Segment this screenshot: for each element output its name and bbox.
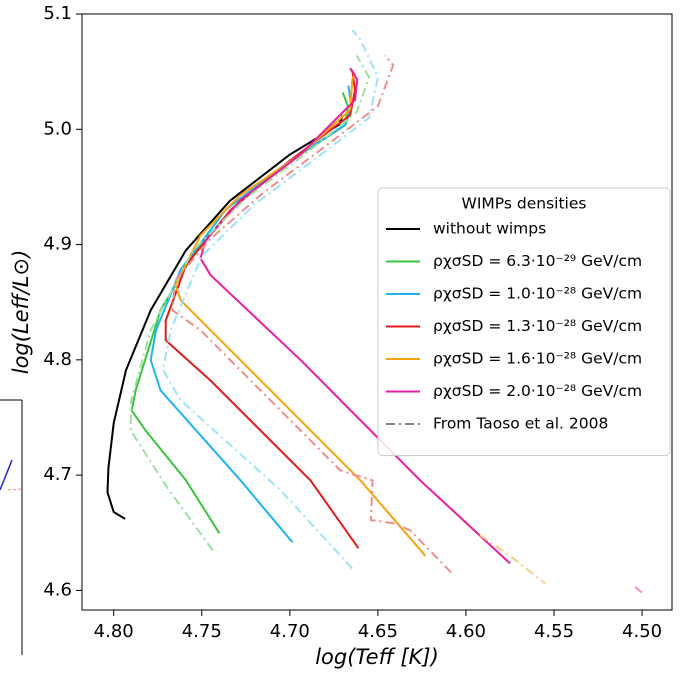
x-axis-label: log(Teff [K]) bbox=[315, 645, 439, 669]
series-line bbox=[162, 29, 379, 570]
y-tick-label: 4.6 bbox=[43, 579, 72, 600]
x-tick-label: 4.70 bbox=[270, 621, 310, 642]
legend-title: WIMPs densities bbox=[462, 195, 587, 213]
panel-line bbox=[7, 488, 23, 491]
x-tick-label: 4.75 bbox=[182, 621, 222, 642]
legend: WIMPs densities without wimps ρχσSD = 6.3·… bbox=[377, 187, 671, 456]
legend-box bbox=[377, 187, 671, 456]
x-tick-label: 4.60 bbox=[446, 621, 486, 642]
y-tick-label: 4.7 bbox=[43, 464, 72, 485]
x-tick-label: 4.80 bbox=[94, 621, 134, 642]
y-tick-label: 5.1 bbox=[43, 3, 72, 24]
panel-line bbox=[0, 459, 13, 491]
legend-label: ρχσSD = 1.6·10⁻²⁸ GeV/cm bbox=[433, 350, 642, 368]
legend-label: ρχσSD = 2.0·10⁻²⁸ GeV/cm bbox=[433, 382, 642, 400]
plot-frame bbox=[81, 13, 673, 611]
x-tick-label: 4.50 bbox=[622, 621, 662, 642]
legend-label: ρχσSD = 1.3·10⁻²⁸ GeV/cm bbox=[433, 317, 642, 335]
x-tick-label: 4.65 bbox=[358, 621, 398, 642]
series-line bbox=[174, 72, 427, 557]
series-line bbox=[149, 85, 353, 543]
y-tick-label: 5.0 bbox=[43, 118, 72, 139]
legend-label: ρχσSD = 1.0·10⁻²⁸ GeV/cm bbox=[433, 285, 642, 303]
partial-left-panel bbox=[0, 399, 23, 655]
series-line bbox=[199, 67, 511, 565]
plot-lines bbox=[106, 29, 643, 594]
series-line bbox=[129, 55, 371, 551]
series-line bbox=[106, 115, 344, 520]
y-tick-label: 4.8 bbox=[43, 349, 72, 370]
series-line bbox=[634, 586, 643, 594]
series-line bbox=[479, 534, 546, 585]
y-tick-label: 4.9 bbox=[43, 234, 72, 255]
x-tick-label: 4.55 bbox=[534, 621, 574, 642]
legend-label: ρχσSD = 6.3·10⁻²⁹ GeV/cm bbox=[433, 252, 642, 270]
y-axis-label: log(Leff/L⊙) bbox=[9, 250, 33, 375]
legend-label: From Taoso et al. 2008 bbox=[433, 415, 608, 433]
legend-label: without wimps bbox=[433, 220, 546, 238]
series-line bbox=[164, 69, 360, 549]
series-line bbox=[171, 54, 452, 574]
